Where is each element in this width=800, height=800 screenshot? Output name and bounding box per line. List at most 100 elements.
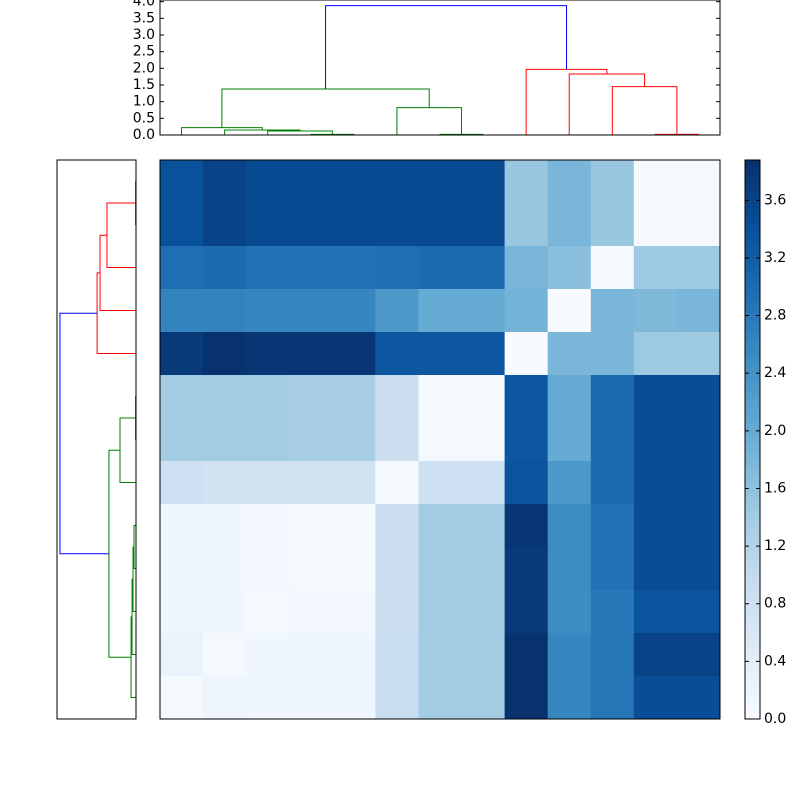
heatmap-cell (504, 418, 549, 462)
heatmap-cell (418, 547, 463, 591)
colorbar-tick-label: 2.8 (764, 308, 786, 324)
heatmap-cell (160, 504, 204, 548)
heatmap-cell (160, 461, 204, 505)
heatmap-cell (504, 547, 549, 591)
heatmap-cell (418, 418, 463, 462)
heatmap-cell (676, 418, 721, 462)
dendrogram-link (181, 127, 263, 135)
colorbar-tick-label: 0.0 (764, 711, 786, 727)
dendrogram-link (59, 312, 109, 555)
dendrogram-link (568, 73, 646, 135)
heatmap-cell (461, 590, 506, 634)
heatmap-cell (289, 633, 333, 677)
heatmap-cell (461, 375, 506, 419)
heatmap-cell (332, 289, 376, 333)
heatmap-cell (418, 504, 463, 548)
y-tick-label: 0.5 (133, 110, 155, 126)
heatmap-cell (246, 246, 290, 290)
heatmap-cell (160, 203, 204, 247)
heatmap-cell (461, 547, 506, 591)
y-tick-label: 1.5 (133, 77, 155, 93)
dendrogram-link (99, 234, 136, 311)
heatmap-cell (547, 289, 592, 333)
heatmap-cell (590, 547, 635, 591)
heatmap-cell (203, 289, 247, 333)
heatmap-cell (332, 246, 376, 290)
heatmap-cell (461, 332, 506, 376)
heatmap-cell (160, 289, 204, 333)
heatmap-cell (375, 332, 419, 376)
heatmap-cell (203, 203, 247, 247)
heatmap-cell (203, 332, 247, 376)
heatmap-cell (246, 289, 290, 333)
heatmap-cell (289, 160, 333, 204)
heatmap-cell (547, 418, 592, 462)
heatmap-cell (461, 633, 506, 677)
heatmap-cell (246, 633, 290, 677)
heatmap-cell (461, 246, 506, 290)
heatmap-cell (633, 375, 678, 419)
heatmap-cell (203, 246, 247, 290)
colorbar-tick-label: 0.4 (764, 653, 786, 669)
heatmap-cell (547, 633, 592, 677)
heatmap-cell (289, 418, 333, 462)
heatmap-cell (547, 590, 592, 634)
heatmap-cell (547, 461, 592, 505)
heatmap-cell (289, 203, 333, 247)
y-tick-label: 2.0 (133, 60, 155, 76)
dendrogram-link (525, 68, 608, 135)
heatmap-cell (676, 203, 721, 247)
heatmap-cell (203, 160, 247, 204)
dendrogram-link (221, 88, 430, 128)
heatmap-cell (375, 461, 419, 505)
heatmap-cell (203, 375, 247, 419)
heatmap-cell (203, 504, 247, 548)
dendrogram-link (106, 202, 136, 268)
heatmap-cell (547, 203, 592, 247)
heatmap-cell (375, 633, 419, 677)
heatmap-cell (461, 160, 506, 204)
dendrogram-link (396, 107, 463, 135)
heatmap-cell (547, 246, 592, 290)
heatmap-cell (547, 160, 592, 204)
heatmap-cell (332, 461, 376, 505)
heatmap-cell (418, 160, 463, 204)
heatmap-cell (590, 633, 635, 677)
heatmap-cell (289, 676, 333, 720)
heatmap-cell (461, 203, 506, 247)
heatmap-cell (418, 461, 463, 505)
heatmap-cell (547, 375, 592, 419)
heatmap-cell (246, 332, 290, 376)
heatmap-cell (590, 504, 635, 548)
heatmap-cell (246, 590, 290, 634)
heatmap-cell (504, 461, 549, 505)
colorbar-tick-label: 1.2 (764, 538, 786, 554)
heatmap-cell (375, 547, 419, 591)
heatmap-cell (375, 246, 419, 290)
heatmap-cell (633, 676, 678, 720)
heatmap-cell (375, 590, 419, 634)
heatmap-cell (633, 289, 678, 333)
heatmap-cell (203, 590, 247, 634)
heatmap-cell (289, 375, 333, 419)
heatmap-cell (633, 332, 678, 376)
dendrogram-link (96, 272, 136, 354)
heatmap-cell (375, 289, 419, 333)
heatmap-cell (504, 332, 549, 376)
heatmap-cell (246, 504, 290, 548)
heatmap-cell (633, 590, 678, 634)
heatmap-cell (418, 332, 463, 376)
heatmap-cell (289, 246, 333, 290)
heatmap-cell (160, 246, 204, 290)
heatmap-cell (246, 418, 290, 462)
y-tick-label: 3.5 (133, 10, 155, 26)
heatmap-cell (418, 676, 463, 720)
heatmap-cell (246, 375, 290, 419)
heatmap-cell (504, 633, 549, 677)
heatmap-cell (633, 504, 678, 548)
colorbar-tick-label: 2.4 (764, 365, 786, 381)
heatmap-cell (590, 246, 635, 290)
heatmap-cell (332, 590, 376, 634)
heatmap-cell (246, 160, 290, 204)
heatmap-cell (547, 332, 592, 376)
